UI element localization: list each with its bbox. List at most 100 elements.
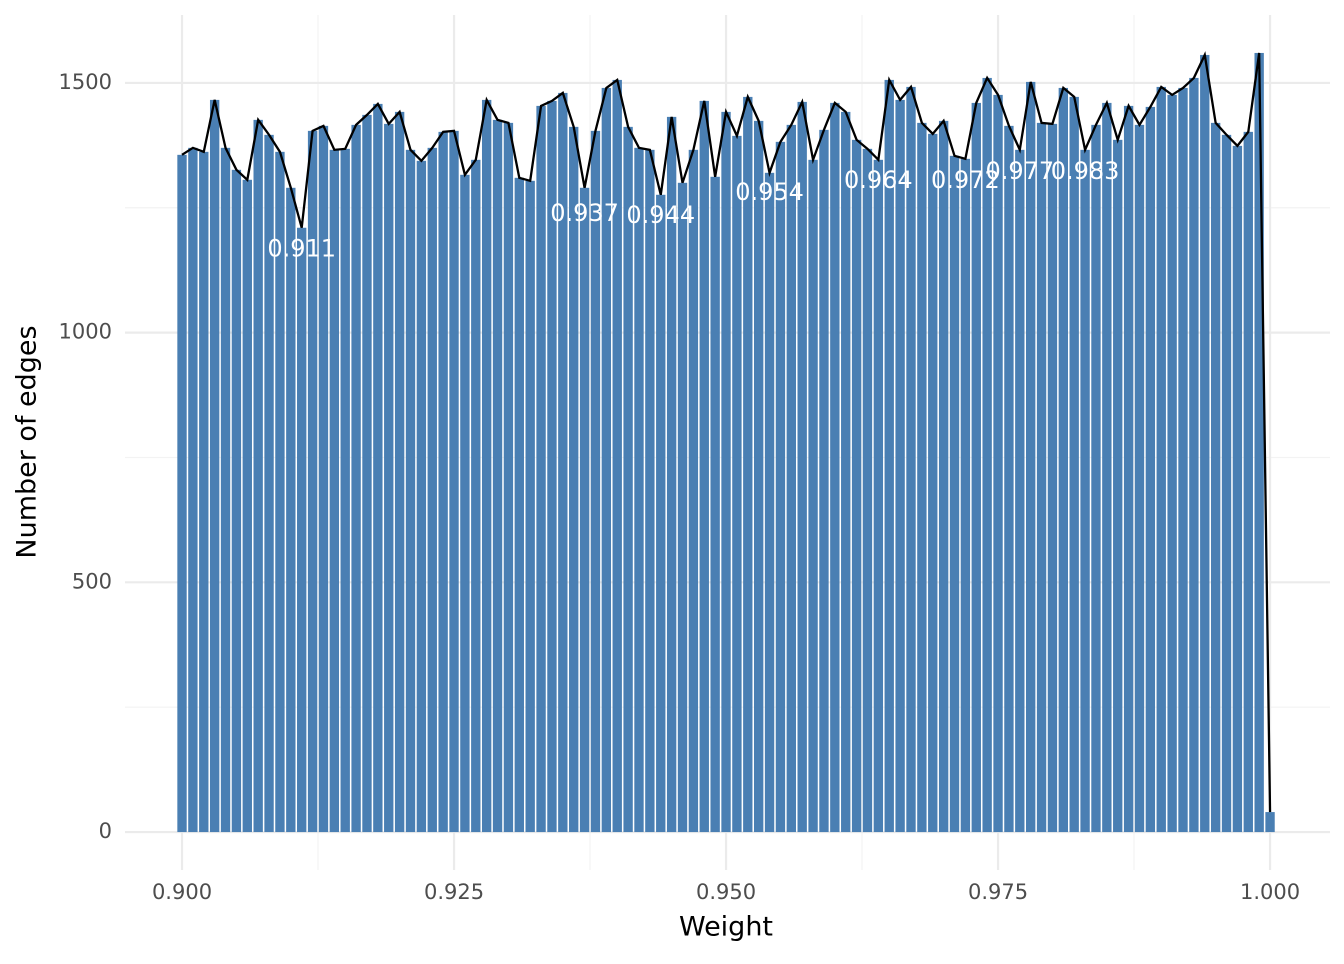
bar [514,177,524,833]
annotation: 0.954 [735,178,804,206]
bar [209,99,220,833]
bar [1156,86,1166,833]
bar [481,99,492,833]
annotation: 0.964 [844,166,913,194]
bar [851,139,862,833]
bar [841,111,851,833]
bar [623,126,633,833]
bar [536,105,546,833]
bar [1058,87,1069,833]
bar [1004,125,1014,833]
bar [253,119,263,833]
bar [177,154,187,833]
y-axis-label: Number of edges [12,325,43,558]
bar [819,129,829,833]
bar [449,130,459,833]
bar [895,99,905,833]
x-tick-label: 0.900 [152,880,212,904]
bar [1189,77,1199,833]
bar [721,111,731,833]
bar [1210,122,1221,833]
x-tick-label: 1.000 [1240,880,1300,904]
bar [286,187,296,833]
bar [917,122,927,833]
annotation: 0.972 [931,166,1000,194]
y-tick-label: 1500 [59,70,112,94]
bar [569,126,579,833]
bar [1026,81,1036,833]
bar [503,122,514,833]
bar [351,124,361,833]
bar [732,135,742,833]
bar [492,119,503,833]
bar [993,94,1003,833]
bar [1200,54,1210,833]
bar [786,124,796,833]
x-axis-label: Weight [679,912,773,943]
bar [808,159,818,833]
bar [601,87,612,833]
bar [949,155,960,833]
bar [460,174,470,833]
bar [590,130,601,833]
bar [612,79,622,833]
bar [830,102,840,833]
bar [231,169,242,833]
bar [438,131,448,833]
x-tick-label: 0.950 [696,880,756,904]
bar [405,149,416,833]
y-tick-label: 1000 [59,320,112,344]
y-tick-label: 0 [99,819,112,843]
bar [373,103,383,833]
bar [982,77,992,833]
bar [873,159,884,833]
x-tick-label: 0.975 [968,880,1028,904]
bar [1167,94,1177,833]
bar [242,179,252,833]
bar [699,100,709,833]
bar [199,151,209,833]
annotation: 0.977 [985,157,1054,185]
bar [1265,812,1275,833]
bar [1254,52,1264,833]
bar [416,160,427,833]
annotation: 0.944 [626,201,695,229]
x-tick-label: 0.925 [424,880,484,904]
bar [1134,124,1145,833]
bar [666,116,677,833]
bar [1123,105,1134,833]
bar [1047,123,1058,833]
bar [938,120,949,833]
bar [797,101,807,833]
bar [743,96,753,833]
bar [1145,106,1156,833]
bar [384,123,394,833]
bar [220,147,231,833]
bar [753,120,764,833]
bar [297,227,307,833]
bar [710,176,720,833]
bar [275,151,285,833]
bar [329,149,340,833]
bar [1080,149,1090,833]
bar [1015,149,1025,833]
bar [264,134,274,833]
bar [579,187,590,833]
bar [656,194,666,833]
bar [634,147,644,833]
bar [1102,102,1112,833]
bar [558,92,568,833]
bar [340,148,350,833]
bar [928,133,938,833]
bar [884,79,894,833]
bar [960,158,971,833]
annotation: 0.983 [1051,157,1120,185]
bar [307,130,318,833]
bar [764,172,775,833]
bar [775,141,786,833]
annotation: 0.937 [550,199,619,227]
bar [318,125,329,833]
bar [1091,124,1101,833]
bar [1036,122,1047,833]
